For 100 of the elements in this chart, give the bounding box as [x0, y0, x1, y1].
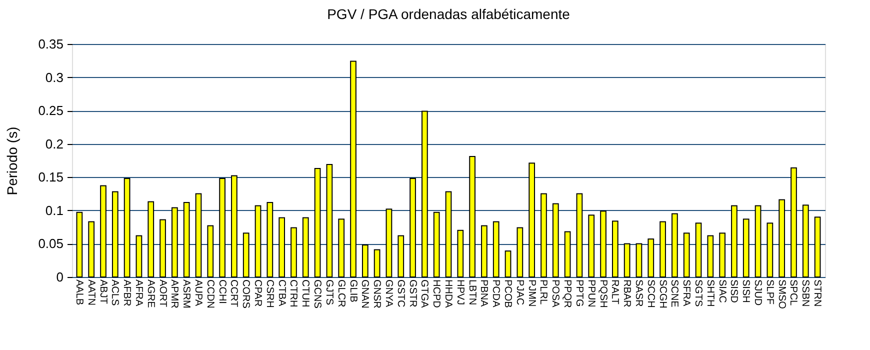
x-tick-label: SCGH: [656, 280, 668, 308]
bar: [504, 250, 512, 278]
bar: [148, 201, 154, 278]
y-tick-label: 0.05: [38, 236, 64, 252]
x-tick-label: CCRT: [228, 280, 240, 308]
x-tick-label: PJAC: [514, 280, 525, 306]
bar: [76, 212, 83, 278]
x-tick-label: PCDA: [490, 280, 502, 308]
bar: [112, 191, 118, 278]
bar: [469, 156, 476, 278]
bar: [195, 193, 202, 278]
x-tick-label: SFRA: [680, 280, 692, 306]
x-tick-label: SPCL: [788, 280, 799, 306]
x-tick-label: POSA: [550, 280, 561, 308]
x-tick-label: GJTS: [323, 280, 334, 306]
bar: [219, 178, 226, 278]
bar: [731, 205, 738, 278]
x-tick-label: CORS: [240, 280, 252, 309]
bar: [564, 231, 571, 278]
x-tick-label: CTBA: [276, 280, 287, 306]
x-tick-label: ABJT: [97, 280, 108, 304]
x-tick-label: HCPD: [430, 280, 442, 308]
x-tick-label: SASR: [632, 280, 644, 307]
bar: [422, 110, 428, 278]
bar: [88, 221, 95, 278]
x-tick-label: SLPF: [764, 280, 775, 305]
y-tick-label: 0.25: [38, 103, 64, 118]
x-tick-label: ASRM: [180, 280, 192, 308]
bar: [719, 232, 726, 278]
y-axis-title: Periodo (s): [4, 126, 20, 196]
x-tick-label: GTGA: [418, 280, 430, 308]
x-tick-label: HHDA: [442, 280, 454, 308]
x-tick-label: PQSH: [597, 280, 608, 308]
x-tick-label: PBNA: [478, 280, 490, 308]
bar: [100, 185, 106, 278]
x-tick-label: AFBR: [121, 280, 132, 306]
bar: [302, 217, 309, 278]
x-tick-label: AORT: [156, 280, 168, 308]
x-tick-label: GNAN: [359, 280, 370, 308]
bar: [624, 243, 630, 278]
x-tick-label: CTUH: [300, 280, 311, 308]
x-tick-label: AATN: [85, 280, 96, 306]
bar: [398, 235, 404, 278]
x-tick-label: GLCR: [335, 280, 346, 308]
x-tick-label: GNYA: [382, 280, 394, 308]
x-tick-label: GLIB: [347, 280, 358, 303]
chart-title: PGV / PGA ordenadas alfabéticamente: [327, 6, 570, 22]
bar: [231, 175, 238, 278]
bar: [552, 203, 559, 278]
bar: [695, 222, 702, 278]
x-tick-label: PPQR: [562, 280, 573, 308]
y-tick-label: 0.3: [45, 70, 64, 85]
x-tick-label: SMSO: [776, 280, 787, 310]
x-tick-label: CSRH: [264, 280, 275, 308]
bar: [481, 225, 488, 278]
x-tick-label: SHTH: [704, 280, 716, 307]
bar: [172, 207, 178, 278]
bar: [207, 225, 214, 278]
bar: [290, 227, 297, 278]
x-tick-label: AUPA: [192, 280, 204, 306]
x-tick-label: PPTG: [573, 280, 584, 307]
bar: [254, 205, 262, 278]
x-tick-label: GSTR: [406, 280, 418, 308]
bar: [540, 193, 547, 278]
y-tick-label: 0.1: [45, 202, 64, 218]
bar: [160, 219, 166, 278]
bar: [660, 221, 666, 278]
x-tick-label: HPVJ: [454, 280, 466, 306]
bar: [124, 178, 130, 278]
bar: [588, 214, 595, 278]
bar: [683, 232, 690, 278]
x-tick-label: SGTS: [692, 280, 704, 308]
x-tick-label: SISH: [740, 280, 752, 303]
x-tick-label: LBTN: [466, 280, 478, 306]
x-tick-label: SCCH: [644, 280, 656, 308]
y-tick-label: 0.35: [38, 36, 64, 52]
bar: [778, 199, 786, 278]
x-tick-label: CCDN: [204, 280, 216, 308]
bar: [350, 60, 356, 278]
bar: [445, 191, 452, 278]
x-tick-label: ACLS: [109, 280, 120, 306]
bar: [410, 178, 416, 278]
bar: [266, 202, 274, 278]
x-tick-label: SSBN: [800, 280, 811, 307]
bar: [136, 235, 142, 278]
x-tick-label: PCOB: [502, 280, 514, 308]
bar: [433, 212, 440, 278]
bar: [492, 221, 500, 278]
x-tick-label: CPAR: [252, 280, 264, 307]
bar: [612, 220, 618, 278]
bar: [636, 243, 642, 278]
bar: [326, 164, 333, 278]
x-tick-label: SIAC: [716, 280, 728, 303]
x-tick-label: PPUN: [585, 280, 596, 308]
bar: [338, 218, 345, 278]
x-tick-label: STRN: [812, 280, 823, 307]
y-tick-label: 0.2: [45, 136, 64, 152]
bar: [576, 193, 583, 278]
bar: [242, 232, 250, 278]
bar: [183, 202, 190, 278]
